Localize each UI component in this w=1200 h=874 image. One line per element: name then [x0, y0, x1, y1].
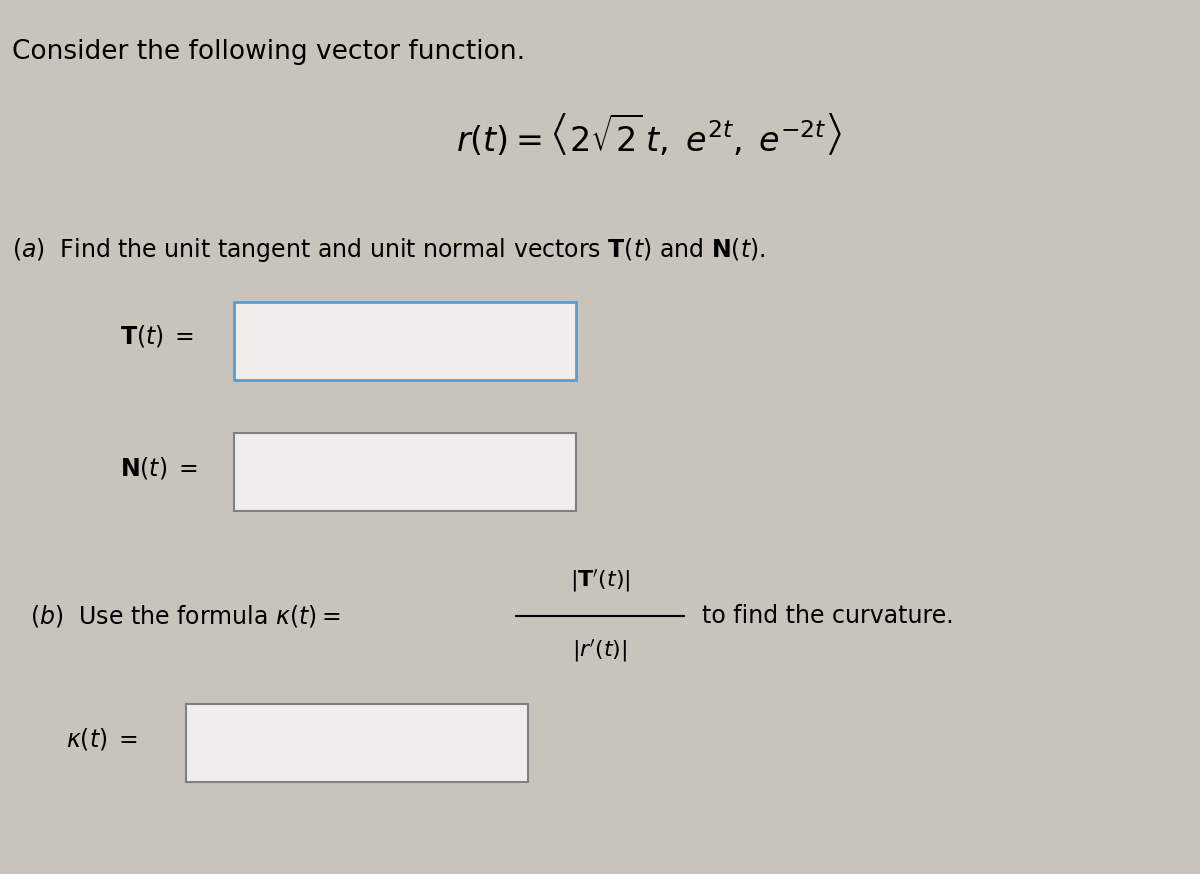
FancyBboxPatch shape — [186, 704, 528, 782]
Text: to find the curvature.: to find the curvature. — [702, 604, 954, 628]
FancyBboxPatch shape — [234, 302, 576, 380]
Text: $(a)$  Find the unit tangent and unit normal vectors $\mathbf{T}(t)$ and $\mathb: $(a)$ Find the unit tangent and unit nor… — [12, 236, 766, 264]
Text: $(b)$  Use the formula $\kappa(t) =$: $(b)$ Use the formula $\kappa(t) =$ — [30, 603, 341, 629]
Text: $\kappa(t)\;=$: $\kappa(t)\;=$ — [66, 725, 138, 752]
FancyBboxPatch shape — [234, 433, 576, 511]
Text: $|\mathbf{T}'(t)|$: $|\mathbf{T}'(t)|$ — [570, 568, 630, 594]
Text: $r(t) = \left\langle 2\sqrt{2}\,t,\; e^{2t},\; e^{-2t} \right\rangle$: $r(t) = \left\langle 2\sqrt{2}\,t,\; e^{… — [456, 113, 842, 158]
Text: $\mathbf{T}(t)\;=$: $\mathbf{T}(t)\;=$ — [120, 323, 194, 350]
Text: $\mathbf{N}(t)\;=$: $\mathbf{N}(t)\;=$ — [120, 454, 198, 481]
Text: $|r'(t)|$: $|r'(t)|$ — [572, 638, 628, 664]
Text: Consider the following vector function.: Consider the following vector function. — [12, 39, 526, 66]
